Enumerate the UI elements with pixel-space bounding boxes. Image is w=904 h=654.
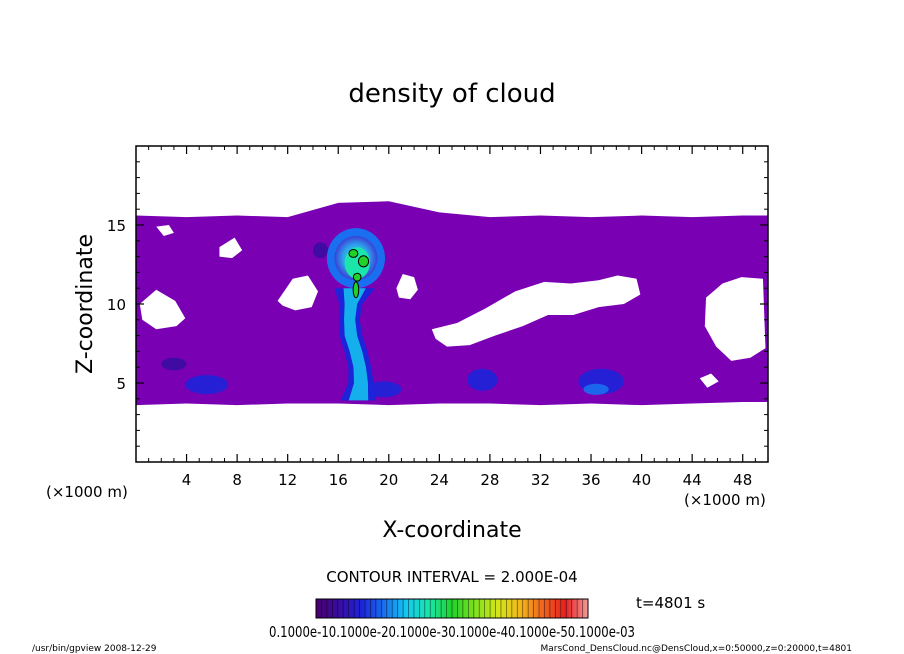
cloud-plume	[326, 228, 386, 401]
x-tick-label: 8	[232, 471, 242, 489]
clear-air-patch	[704, 277, 766, 361]
colorbar-frame	[315, 598, 589, 619]
x-tick-label: 16	[329, 471, 348, 489]
dense-cloud-blob	[312, 242, 329, 259]
colorbar	[316, 599, 588, 618]
cloud-layer-band	[136, 201, 768, 406]
clear-air-patch	[139, 289, 186, 330]
plume-contour	[348, 248, 359, 258]
plume-contour	[352, 281, 360, 299]
x-axis-label: X-coordinate	[382, 518, 521, 543]
clear-air-patches	[139, 225, 766, 388]
dense-cloud-regions	[161, 242, 624, 398]
plume-contour	[352, 272, 362, 282]
x-tick-label: 44	[683, 471, 702, 489]
dense-cloud-blob	[583, 383, 609, 395]
y-axis-label: Z-coordinate	[73, 234, 98, 374]
x-tick-label: 36	[581, 471, 600, 489]
footer-right: MarsCond_DensCloud.nc@DensCloud,x=0:5000…	[541, 644, 853, 654]
x-tick-label: 40	[632, 471, 651, 489]
plume-stem-inner	[343, 288, 369, 401]
clear-air-patch	[219, 237, 243, 259]
dense-cloud-blob	[161, 357, 187, 371]
dense-cloud-blob	[185, 375, 229, 395]
x-unit-right: (×1000 m)	[684, 491, 766, 509]
x-tick-label: 28	[480, 471, 499, 489]
cloud-layer	[136, 201, 768, 406]
clear-air-patch	[699, 373, 719, 388]
y-tick-label: 5	[116, 375, 126, 393]
x-tick-label: 4	[182, 471, 192, 489]
x-tick-label: 12	[278, 471, 297, 489]
plot-area	[136, 146, 768, 462]
time-label: t=4801 s	[636, 594, 705, 612]
plume-contour	[357, 255, 370, 268]
x-unit-left: (×1000 m)	[46, 483, 128, 501]
footer-left: /usr/bin/gpview 2008-12-29	[32, 644, 157, 654]
clear-air-patch	[156, 225, 174, 237]
clear-air-patch	[277, 275, 319, 311]
contour-interval: CONTOUR INTERVAL = 2.000E-04	[326, 568, 577, 586]
x-tick-label: 20	[379, 471, 398, 489]
y-tick-label: 15	[107, 217, 126, 235]
dense-cloud-blob	[467, 368, 498, 391]
x-tick-label: 48	[733, 471, 752, 489]
clear-air-patch	[431, 275, 641, 347]
x-tick-label: 32	[531, 471, 550, 489]
clear-air-patch	[396, 273, 418, 300]
x-tick-label: 24	[430, 471, 449, 489]
colorbar-levels: 0.1000e-10.1000e-20.1000e-30.1000e-40.10…	[269, 623, 635, 641]
chart-title: density of cloud	[348, 79, 555, 109]
y-tick-label: 10	[107, 296, 126, 314]
